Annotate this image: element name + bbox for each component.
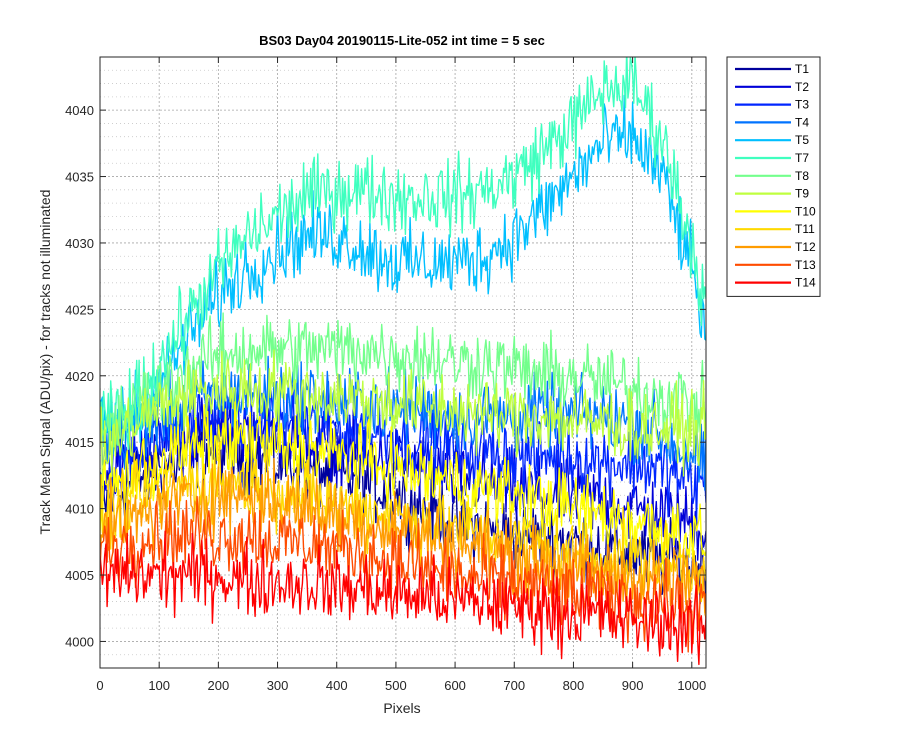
series-lines — [100, 57, 706, 666]
y-tick-label: 4015 — [65, 435, 94, 450]
series-line-t3 — [100, 376, 706, 523]
legend-label-t12: T12 — [795, 240, 816, 254]
series-line-t8 — [100, 312, 706, 451]
legend: T1 T2 T3 T4 T5 T7 T8 T9 T10 T11 T12 T13 T14 — [726, 56, 821, 297]
series-line-t12 — [100, 457, 706, 619]
y-tick-label: 4010 — [65, 502, 94, 517]
x-tick-label: 500 — [385, 678, 407, 693]
legend-label-t2: T2 — [795, 80, 809, 94]
x-tick-label: 300 — [267, 678, 289, 693]
series-line-t9 — [100, 349, 706, 486]
series-line-t10 — [100, 401, 706, 565]
series-line-t14 — [100, 530, 706, 666]
legend-label-t13: T13 — [795, 258, 816, 272]
legend-label-t5: T5 — [795, 133, 809, 147]
x-tick-label: 200 — [208, 678, 230, 693]
x-tick-label: 900 — [622, 678, 644, 693]
series-line-t7 — [100, 57, 706, 450]
legend-label-t8: T8 — [795, 169, 809, 183]
legend-label-t3: T3 — [795, 98, 809, 112]
x-tick-label: 1000 — [677, 678, 706, 693]
legend-label-t1: T1 — [795, 62, 809, 76]
x-tick-label: 700 — [503, 678, 525, 693]
x-tick-label: 0 — [96, 678, 103, 693]
y-tick-label: 4000 — [65, 634, 94, 649]
legend-label-t10: T10 — [795, 204, 816, 218]
series-line-t2 — [100, 388, 706, 561]
x-tick-label: 800 — [563, 678, 585, 693]
y-tick-label: 4020 — [65, 369, 94, 384]
legend-label-t4: T4 — [795, 115, 809, 129]
y-tick-label: 4030 — [65, 236, 94, 251]
y-axis-ticks: 4000 4005 4010 4015 4020 4025 4030 4035 4040 — [65, 103, 706, 649]
legend-label-t7: T7 — [795, 151, 809, 165]
x-tick-label: 100 — [148, 678, 170, 693]
legend-label-t11: T11 — [795, 222, 815, 236]
x-tick-label: 400 — [326, 678, 348, 693]
legend-label-t9: T9 — [795, 187, 809, 201]
plot-frame — [99, 56, 707, 669]
y-tick-label: 4035 — [65, 170, 94, 185]
x-tick-label: 600 — [444, 678, 466, 693]
x-axis-label: Pixels — [383, 700, 420, 716]
series-line-t11 — [100, 441, 706, 604]
legend-label-t14: T14 — [795, 276, 816, 290]
chart-title: BS03 Day04 20190115-Lite-052 int time = … — [259, 33, 545, 48]
x-axis-ticks: 0 100 200 300 400 500 600 700 800 900 1000 — [96, 57, 706, 693]
y-tick-label: 4025 — [65, 302, 94, 317]
y-tick-label: 4005 — [65, 568, 94, 583]
y-axis-label: Track Mean Signal (ADU/pix) - for tracks… — [37, 190, 53, 535]
y-tick-label: 4040 — [65, 103, 94, 118]
